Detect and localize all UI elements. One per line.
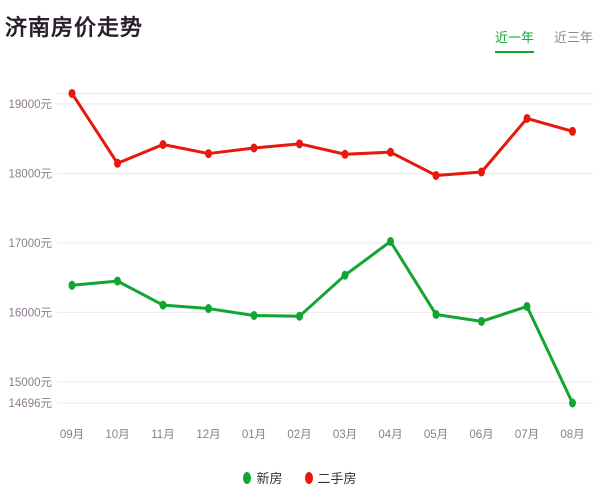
price-line-chart: 19000元 18000元 17000元 16000元 15000元 14696元 09月 1… (9, 88, 593, 441)
x-axis-tick-label: 10月 (105, 429, 129, 441)
data-point-second-hand (296, 139, 303, 149)
data-point-new-homes (296, 311, 303, 321)
x-axis-tick-label: 01月 (242, 429, 266, 441)
data-point-second-hand (478, 167, 485, 177)
data-point-new-homes (205, 304, 212, 314)
data-point-second-hand (523, 113, 531, 123)
y-axis-tick-label: 16000元 (9, 307, 53, 319)
data-point-new-homes (114, 276, 121, 286)
tab-last-three-years[interactable]: 近三年 (553, 30, 593, 45)
chart-legend: 新房 二手房 (0, 468, 600, 487)
series-line-new-homes (70, 239, 574, 405)
data-point-new-homes (523, 301, 531, 311)
legend-item-second-hand[interactable]: 二手房 (304, 468, 357, 487)
page-title: 济南房价走势 (5, 15, 144, 40)
series-line-second-hand (70, 91, 574, 177)
legend-label-second-hand: 二手房 (317, 471, 357, 486)
data-point-second-hand (341, 149, 349, 159)
x-axis-tick-label: 12月 (196, 429, 220, 441)
y-axis-tick-label: 18000元 (9, 168, 53, 180)
y-axis-tick-label: 15000元 (9, 377, 53, 389)
y-axis-tick-label: 14696元 (9, 398, 53, 410)
x-axis-tick-label: 08月 (560, 429, 584, 441)
data-point-new-homes (159, 300, 167, 310)
data-point-new-homes (569, 398, 576, 408)
x-axis-tick-label: 09月 (60, 429, 84, 441)
range-tabs: 近一年 近三年 (494, 27, 593, 53)
data-point-second-hand (432, 170, 440, 180)
y-axis-tick-label: 17000元 (9, 238, 53, 250)
data-point-second-hand (387, 147, 394, 157)
x-axis-tick-label: 03月 (333, 429, 357, 441)
data-point-second-hand (569, 126, 576, 136)
data-point-new-homes (478, 316, 485, 326)
second-hand-dot-icon (304, 471, 313, 484)
y-axis-tick-label: 19000元 (9, 99, 53, 111)
x-axis-tick-label: 11月 (151, 429, 174, 441)
data-point-new-homes (68, 280, 76, 290)
data-point-second-hand (205, 149, 212, 159)
data-point-new-homes (387, 236, 394, 246)
data-point-new-homes (341, 270, 349, 280)
data-point-second-hand (159, 140, 167, 150)
data-point-new-homes (250, 310, 258, 320)
tab-last-one-year[interactable]: 近一年 (494, 27, 534, 53)
new-homes-dot-icon (243, 471, 252, 484)
data-point-second-hand (114, 158, 121, 168)
legend-item-new-homes[interactable]: 新房 (243, 468, 283, 487)
x-axis-tick-label: 05月 (424, 429, 448, 441)
data-point-second-hand (68, 88, 76, 98)
x-axis-tick-label: 06月 (469, 429, 493, 441)
x-axis-tick-label: 02月 (287, 429, 311, 441)
data-point-new-homes (432, 309, 440, 319)
data-point-second-hand (250, 143, 258, 153)
x-axis-tick-label: 04月 (378, 429, 402, 441)
x-axis-tick-label: 07月 (515, 429, 539, 441)
legend-label-new-homes: 新房 (256, 471, 283, 486)
